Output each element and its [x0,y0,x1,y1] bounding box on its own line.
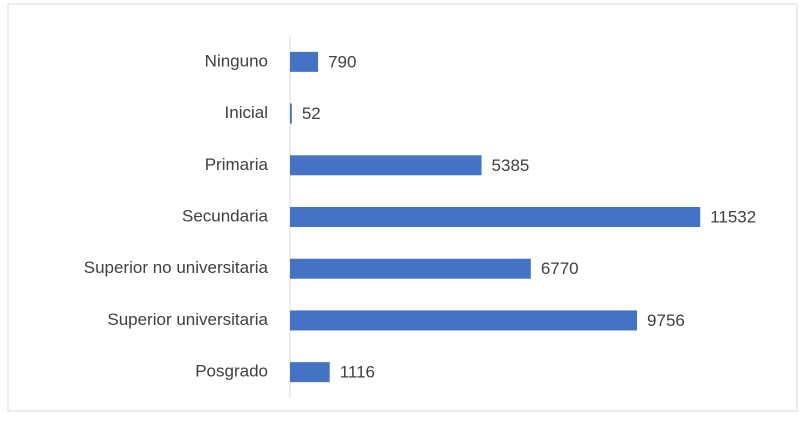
bar [290,155,482,176]
value-label: 6770 [541,259,579,278]
value-label: 11532 [710,207,756,226]
bar [290,207,701,227]
bar [290,258,531,279]
value-label: 5385 [492,156,530,175]
category-label: Secundaria [182,206,269,225]
category-label: Primaria [205,155,269,174]
category-label: Superior universitaria [107,310,268,329]
bar [290,51,319,72]
value-label: 9756 [647,311,685,330]
category-label: Posgrado [195,362,268,381]
category-label: Inicial [225,103,268,122]
value-label: 1116 [340,363,375,382]
category-label: Superior no universitaria [84,258,269,277]
bar [290,103,292,124]
bar [290,310,638,331]
value-label: 790 [328,52,356,71]
bar [290,362,330,383]
category-label: Ninguno [205,51,268,70]
value-label: 52 [302,104,321,123]
